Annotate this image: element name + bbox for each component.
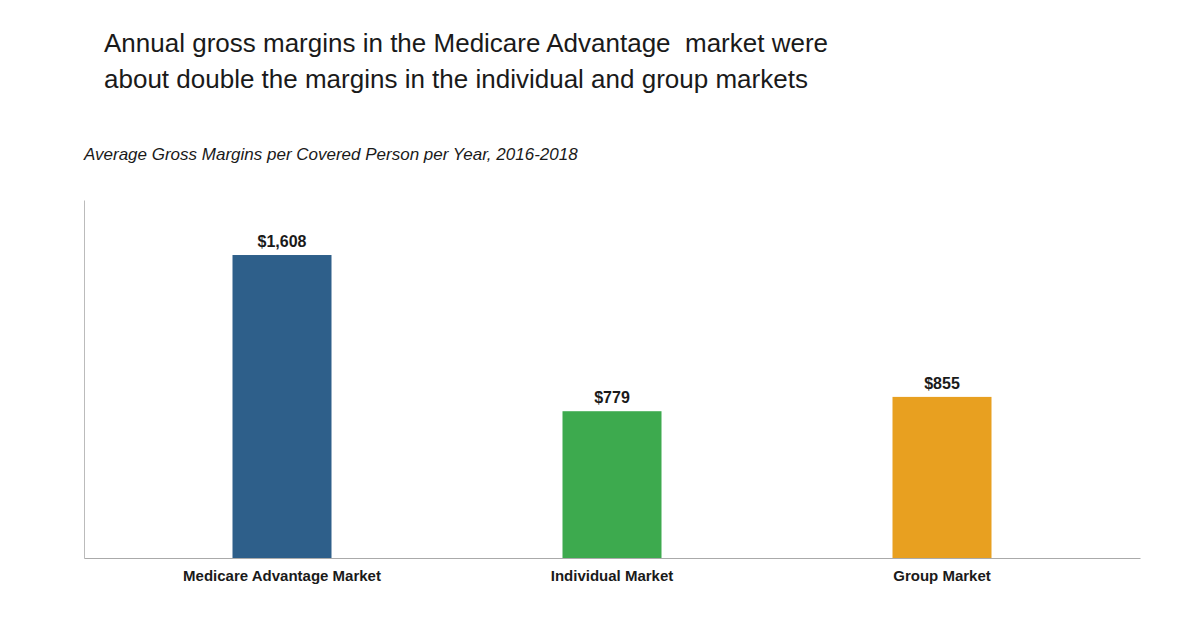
data-labels: $1,608 $779 $855 <box>258 233 960 406</box>
subtitle: Average Gross Margins per Covered Person… <box>83 145 578 164</box>
chart: Annual gross margins in the Medicare Adv… <box>0 0 1200 618</box>
bar <box>893 397 992 558</box>
y-axis-line <box>84 201 85 559</box>
x-tick: Group Market <box>893 558 991 584</box>
x-tick: Medicare Advantage Market <box>183 558 381 584</box>
bars <box>233 255 992 558</box>
title: Annual gross margins in the Medicare Adv… <box>104 28 828 94</box>
title-line: Annual gross margins in the Medicare Adv… <box>104 28 828 58</box>
x-tick-label: Medicare Advantage Market <box>183 567 381 584</box>
bar <box>563 411 662 558</box>
x-axis: Medicare Advantage Market Individual Mark… <box>85 558 1141 584</box>
data-label: $855 <box>924 375 960 392</box>
y-axis <box>84 201 85 559</box>
data-label: $779 <box>594 389 630 406</box>
title-line: about double the margins in the individu… <box>104 64 808 94</box>
x-tick-label: Group Market <box>893 567 991 584</box>
x-tick: Individual Market <box>551 558 674 584</box>
plot: Medicare Advantage Market Individual Mark… <box>85 201 1141 584</box>
x-tick-label: Individual Market <box>551 567 674 584</box>
bar <box>233 255 332 558</box>
x-axis-line <box>85 558 1141 559</box>
data-label: $1,608 <box>258 233 307 250</box>
